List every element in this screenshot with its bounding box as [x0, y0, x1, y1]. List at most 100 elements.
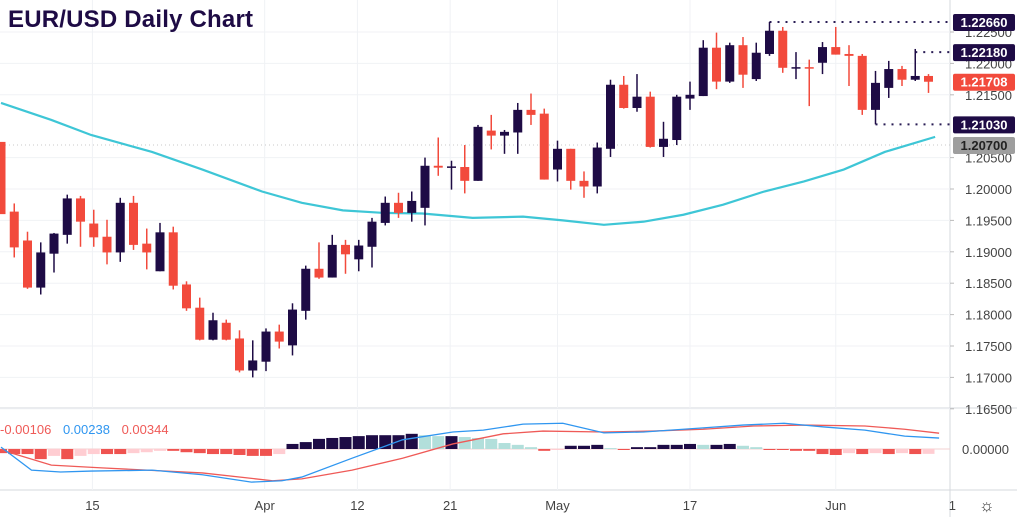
price-badge [953, 116, 1015, 134]
macd-histogram-bar [564, 445, 577, 449]
macd-line [0, 422, 940, 483]
candle-down [579, 180, 589, 187]
macd-histogram-bar [591, 444, 604, 449]
price-tick-label: 1.17000 [965, 370, 1012, 385]
macd-histogram-bar [207, 449, 219, 455]
macd-histogram-bar [684, 443, 696, 449]
candle-down [394, 202, 403, 213]
candle-down [274, 331, 284, 342]
macd-histogram-bar [445, 436, 458, 449]
macd-histogram-bar [48, 449, 60, 456]
macd-signal-value: 0.00344 [121, 422, 169, 437]
candle-down [778, 30, 788, 68]
price-tick-label: 1.20000 [965, 182, 1012, 197]
macd-histogram-bar [604, 448, 617, 450]
candle-up [725, 45, 735, 82]
macd-line-value: 0.00238 [62, 422, 110, 437]
price-tick-label: 1.16500 [965, 402, 1012, 417]
time-axis-label: 15 [85, 498, 99, 513]
candle-down [142, 243, 152, 253]
macd-histogram-bar [843, 449, 855, 454]
settings-gear-icon[interactable]: ☼ [979, 496, 995, 515]
candle-down [195, 307, 205, 340]
macd-histogram-bar [657, 444, 670, 449]
candle-down [924, 75, 933, 82]
macd-histogram-bar [286, 443, 299, 449]
candle-up [632, 96, 642, 108]
price-tick-label: 1.21500 [965, 88, 1012, 103]
macd-histogram-bar [8, 449, 21, 455]
macd-histogram-bar [114, 449, 127, 455]
candle-down [712, 47, 721, 82]
candle-down [341, 244, 350, 255]
macd-histogram-bar [511, 444, 524, 449]
macd-histogram-bar [670, 444, 683, 449]
macd-histogram-bar [790, 449, 802, 451]
price-badge-label: 1.21708 [961, 75, 1008, 90]
macd-histogram-bar [74, 449, 87, 456]
candle-up [248, 360, 258, 371]
price-badge [953, 73, 1015, 91]
time-axis-label: Apr [255, 498, 276, 513]
candle-down [221, 322, 231, 340]
candle-up [500, 131, 509, 136]
macd-histogram-bar [61, 449, 74, 460]
time-axis-label: 21 [443, 498, 457, 513]
macd-histogram-bar [140, 449, 153, 453]
candle-up [606, 84, 615, 149]
price-tick-label: 1.19000 [965, 245, 1012, 260]
candle-up [208, 320, 218, 340]
macd-histogram-bar [260, 449, 272, 456]
candle-down [619, 84, 629, 108]
candle-up [513, 109, 523, 133]
price-badge [953, 44, 1015, 62]
candle-down [804, 67, 814, 69]
price-badge-label: 1.20700 [961, 138, 1008, 153]
candle-up [751, 52, 761, 80]
macd-histogram-bar [551, 449, 564, 450]
macd-histogram-bar [644, 447, 657, 449]
candle-down [486, 130, 496, 136]
macd-histogram-bar [776, 449, 789, 450]
candle-down [102, 236, 112, 253]
macd-histogram-bar [379, 435, 392, 449]
time-axis-label: 17 [683, 498, 697, 513]
candle-up [62, 198, 72, 235]
macd-histogram-bar [101, 449, 113, 455]
macd-histogram-bar [154, 449, 166, 451]
candle-up [910, 75, 920, 80]
macd-histogram-bar [458, 437, 471, 449]
macd-histogram-bar [180, 449, 193, 453]
macd-histogram-bar [538, 449, 551, 451]
candle-down [645, 96, 655, 147]
candle-up [36, 252, 46, 288]
candle-down [314, 268, 324, 278]
price-badge [953, 137, 1015, 155]
macd-histogram-bar [472, 437, 484, 449]
macd-histogram-bar [432, 436, 445, 449]
candle-down [857, 55, 867, 110]
candle-up [354, 245, 364, 260]
candle-up [672, 96, 682, 141]
time-axis-label: 1 [949, 498, 956, 513]
candle-down [0, 141, 6, 215]
moving-average-line [0, 101, 936, 226]
price-badge-label: 1.22660 [961, 15, 1008, 30]
macd-histogram-bar [750, 447, 763, 449]
candle-down [460, 167, 470, 181]
candle-up [261, 331, 271, 362]
macd-histogram-bar [882, 449, 895, 455]
candle-down [897, 69, 907, 80]
macd-histogram-bar [127, 449, 140, 454]
candle-up [473, 126, 483, 181]
candle-up [407, 200, 417, 213]
macd-histogram-bar [617, 449, 630, 450]
candle-up [659, 138, 668, 147]
price-tick-label: 1.18500 [965, 276, 1012, 291]
macd-histogram-bar [485, 438, 498, 449]
macd-histogram-bar [525, 447, 537, 449]
macd-histogram-bar [366, 435, 378, 449]
candle-down [76, 198, 85, 222]
macd-histogram-bar [405, 433, 418, 449]
